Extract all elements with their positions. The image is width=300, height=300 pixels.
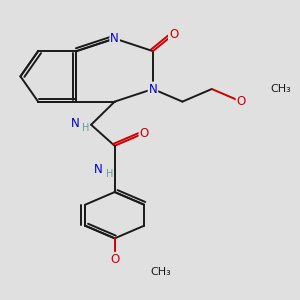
Text: O: O — [110, 253, 119, 266]
Text: N: N — [110, 32, 119, 45]
Text: O: O — [169, 28, 178, 41]
Text: CH₃: CH₃ — [150, 267, 171, 277]
Text: H: H — [82, 123, 90, 133]
Text: N: N — [148, 82, 157, 95]
Text: O: O — [237, 95, 246, 108]
Text: N: N — [70, 117, 79, 130]
Text: H: H — [106, 169, 113, 179]
Text: N: N — [94, 164, 103, 176]
Text: CH₃: CH₃ — [271, 84, 292, 94]
Text: O: O — [140, 127, 149, 140]
